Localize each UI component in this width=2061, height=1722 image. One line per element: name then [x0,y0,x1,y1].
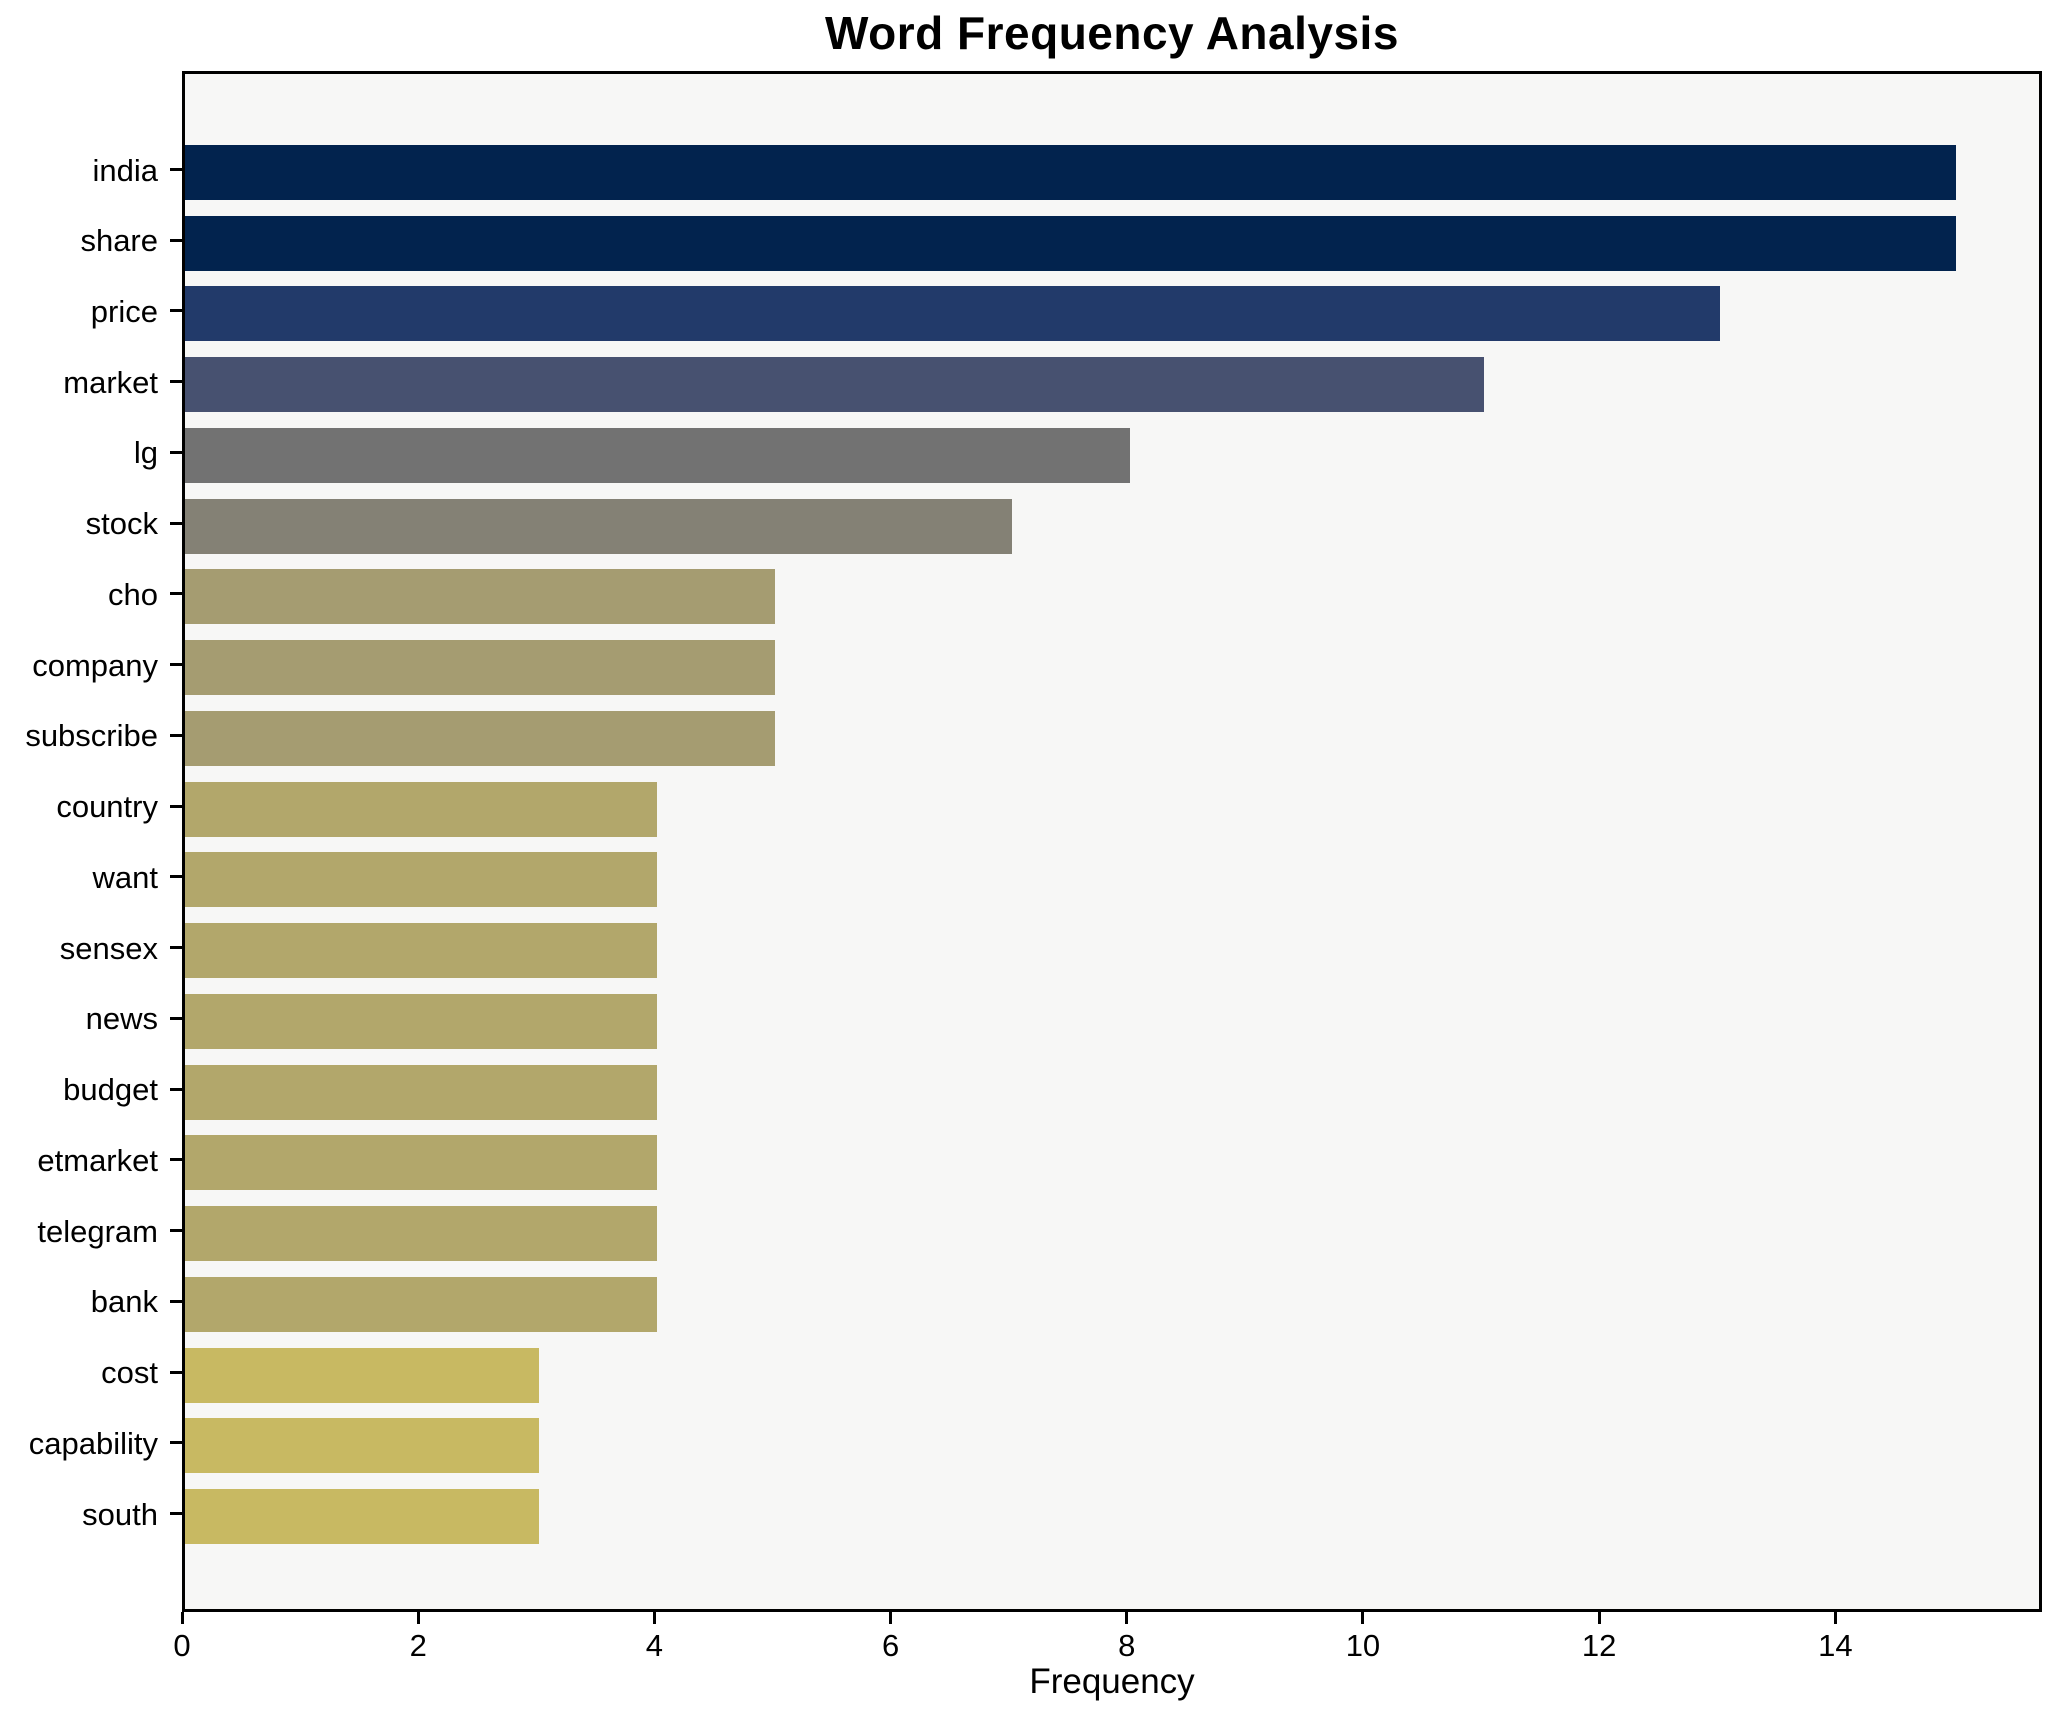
y-tick-label-company: company [32,647,158,683]
y-tick-label-south: south [82,1496,158,1532]
y-tick-mark [170,238,182,242]
y-tick-mark [170,946,182,950]
x-tick-mark [889,1612,893,1624]
bar-telegram [185,1206,658,1262]
y-tick-label-sensex: sensex [59,930,158,966]
x-tick-mark [652,1612,656,1624]
bar-stock [185,498,1012,554]
y-tick-mark [170,663,182,667]
bar-cost [185,1347,540,1403]
y-tick-label-share: share [80,223,158,259]
bar-budget [185,1064,658,1120]
bar-capability [185,1418,540,1474]
bar-want [185,852,658,908]
x-tick-label-14: 14 [1818,1628,1853,1663]
y-tick-mark [170,592,182,596]
y-tick-label-telegram: telegram [37,1213,158,1249]
y-tick-label-market: market [63,364,158,400]
bar-etmarket [185,1135,658,1191]
y-tick-label-want: want [92,859,158,895]
y-tick-mark [170,380,182,384]
y-tick-mark [170,1441,182,1445]
bar-share [185,215,1957,271]
y-tick-label-bank: bank [90,1284,158,1320]
y-tick-mark [170,1158,182,1162]
bar-cho [185,569,776,625]
x-tick-mark [416,1612,420,1624]
y-tick-label-lg: lg [133,435,158,471]
y-tick-label-subscribe: subscribe [25,718,158,754]
y-tick-mark [170,875,182,879]
y-tick-mark [170,1299,182,1303]
y-tick-mark [170,1370,182,1374]
y-tick-mark [170,1229,182,1233]
x-tick-label-0: 0 [173,1628,191,1663]
chart-title: Word Frequency Analysis [825,7,1399,59]
x-tick-mark [180,1612,184,1624]
y-tick-mark [170,804,182,808]
x-tick-label-6: 6 [881,1628,900,1663]
bar-market [185,357,1485,413]
y-tick-mark [170,1016,182,1020]
y-tick-label-india: india [92,152,159,188]
plot-area [182,71,2042,1612]
x-tick-mark [1361,1612,1365,1624]
y-tick-mark [170,450,182,454]
x-tick-mark [1833,1612,1837,1624]
bar-price [185,286,1721,342]
y-tick-label-country: country [56,789,158,825]
y-tick-mark [170,521,182,525]
y-tick-mark [170,309,182,313]
y-tick-label-price: price [90,293,158,329]
y-tick-label-cost: cost [101,1355,158,1391]
bar-south [185,1489,540,1544]
y-tick-mark [170,168,182,171]
y-tick-mark [170,733,182,737]
bar-bank [185,1276,658,1332]
bar-company [185,640,776,696]
bar-news [185,993,658,1049]
y-tick-label-capability: capability [28,1425,158,1461]
bar-country [185,781,658,837]
y-tick-label-budget: budget [63,1072,158,1108]
bar-india [185,145,1957,200]
x-axis-label: Frequency [1029,1662,1195,1701]
bar-subscribe [185,710,776,766]
x-tick-label-10: 10 [1345,1628,1381,1663]
bar-sensex [185,923,658,979]
x-tick-label-2: 2 [409,1628,427,1663]
x-tick-label-12: 12 [1581,1628,1617,1663]
y-tick-mark [170,1087,182,1091]
x-tick-mark [1125,1612,1129,1624]
y-tick-label-stock: stock [85,506,158,542]
y-tick-label-cho: cho [108,576,158,612]
y-tick-label-etmarket: etmarket [37,1142,158,1178]
bar-lg [185,427,1130,483]
y-tick-label-news: news [85,1001,158,1037]
x-tick-label-4: 4 [645,1628,663,1663]
y-tick-mark [170,1512,182,1515]
x-tick-mark [1597,1612,1601,1624]
x-tick-label-8: 8 [1118,1628,1136,1663]
